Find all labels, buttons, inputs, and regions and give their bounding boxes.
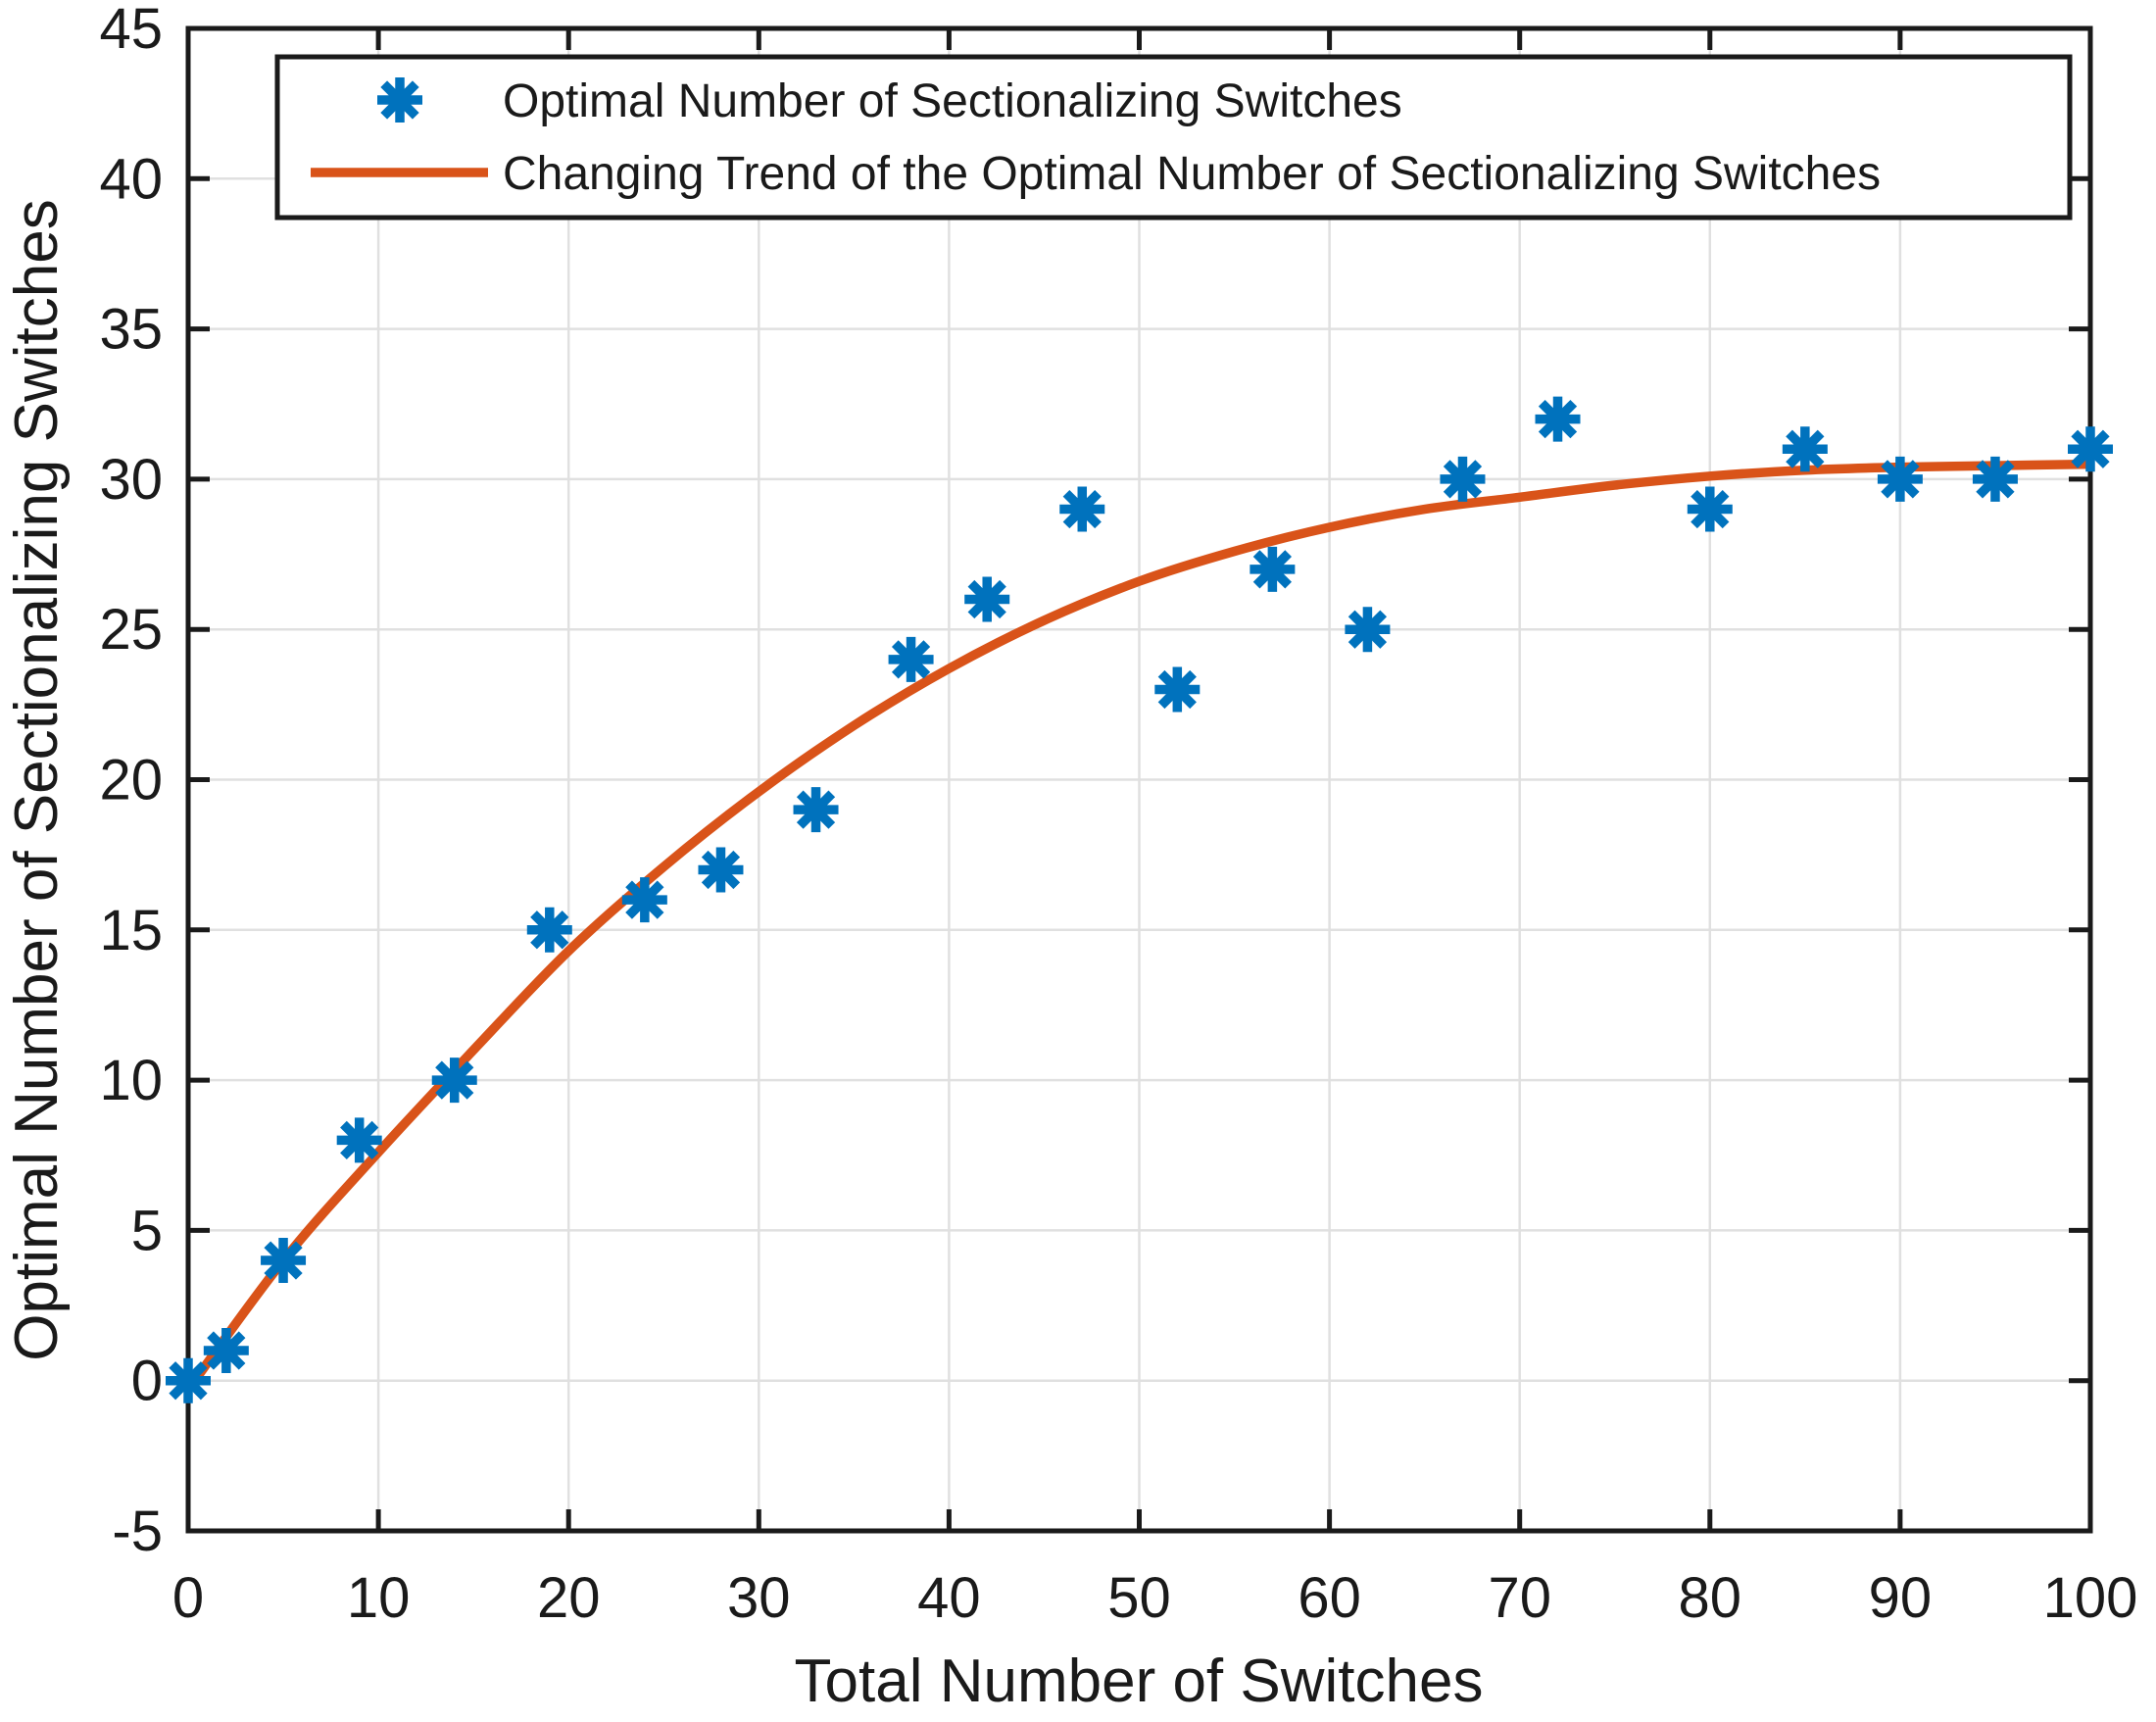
x-tick-label: 30 — [727, 1566, 791, 1630]
scatter-point-marker — [1154, 666, 1200, 713]
x-tick-label: 60 — [1298, 1566, 1361, 1630]
y-tick-label: 5 — [131, 1199, 163, 1262]
x-tick-label: 0 — [172, 1566, 204, 1630]
x-tick-label: 90 — [1869, 1566, 1933, 1630]
legend-box — [274, 54, 2073, 221]
scatter-point-marker — [621, 877, 667, 923]
asterisk-arm — [169, 1361, 208, 1401]
asterisk-arm — [1443, 460, 1483, 499]
y-tick-label: -5 — [112, 1500, 163, 1563]
axes-layer — [185, 25, 2093, 1534]
scatter-point-marker — [1877, 456, 1923, 502]
x-axis-label: Total Number of Switches — [795, 1648, 1484, 1715]
scatter-point-marker — [1345, 607, 1391, 653]
x-tick-label: 100 — [2043, 1566, 2138, 1630]
asterisk-arm — [1538, 399, 1578, 439]
scatter-point-marker — [2068, 426, 2113, 472]
tick-label-layer: 0 10 20 30 40 50 60 70 80 90 100-50510152025303540… — [99, 0, 2137, 1630]
asterisk-arm — [1252, 550, 1292, 589]
scatter-point-marker — [888, 636, 934, 682]
x-tick-label: 80 — [1679, 1566, 1742, 1630]
y-tick-label: 0 — [131, 1350, 163, 1413]
scatter-point-marker — [1250, 546, 1296, 592]
scatter-point-marker — [793, 787, 839, 833]
x-tick-label: 10 — [347, 1566, 411, 1630]
legend-label-scatter: Optimal Number of Sectionalizing Switche… — [503, 75, 1402, 127]
scatter-point-marker — [203, 1328, 249, 1374]
scatter-point-marker — [526, 907, 572, 953]
y-tick-label: 35 — [99, 298, 163, 362]
trend-line-path — [184, 459, 2091, 1393]
legend-label-trend: Changing Trend of the Optimal Number of … — [503, 148, 1881, 200]
x-tick-label: 40 — [917, 1566, 981, 1630]
y-tick-label: 25 — [99, 598, 163, 662]
asterisk-arm — [1690, 489, 1730, 529]
x-tick-label: 50 — [1107, 1566, 1171, 1630]
asterisk-arm — [625, 880, 664, 919]
scatter-point-marker — [964, 576, 1010, 622]
scatter-point-marker — [1059, 486, 1105, 532]
asterisk-arm — [1786, 429, 1825, 468]
y-axis-label: Optimal Number of Sectionalizing Switche… — [3, 199, 71, 1360]
asterisk-arm — [340, 1120, 379, 1160]
asterisk-arm — [2071, 429, 2110, 468]
y-tick-label: 45 — [99, 0, 163, 61]
asterisk-arm — [207, 1331, 246, 1370]
data-layer — [166, 396, 2113, 1403]
scatter-point-marker — [1972, 456, 2018, 502]
y-tick-label: 30 — [99, 448, 163, 512]
asterisk-arm — [264, 1241, 303, 1280]
y-tick-label: 10 — [99, 1049, 163, 1112]
asterisk-arm — [435, 1060, 474, 1100]
scatter-point-marker — [698, 847, 744, 893]
scatter-point-marker — [1782, 426, 1828, 472]
scatter-point-marker — [1440, 456, 1486, 502]
scatter-point-marker — [336, 1117, 382, 1163]
asterisk-arm — [967, 579, 1006, 619]
x-tick-label: 70 — [1488, 1566, 1551, 1630]
asterisk-arm — [701, 850, 741, 890]
x-tick-label: 20 — [537, 1566, 601, 1630]
asterisk-arm — [891, 640, 931, 679]
scatter-point-marker — [1535, 396, 1581, 442]
asterisk-arm — [1881, 460, 1920, 499]
grid-layer — [186, 26, 2092, 1533]
asterisk-arm — [1157, 669, 1197, 710]
scatter-point-marker — [1687, 486, 1733, 532]
asterisk-marker-icon — [377, 77, 422, 123]
y-tick-label: 40 — [99, 147, 163, 211]
asterisk-arm — [796, 790, 836, 829]
scatter-point-marker — [431, 1058, 477, 1104]
y-tick-label: 15 — [99, 899, 163, 962]
asterisk-arm — [1062, 489, 1102, 529]
asterisk-arm — [530, 910, 569, 950]
asterisk-arm — [1348, 610, 1388, 649]
legend-item-scatter: Optimal Number of Sectionalizing Switche… — [377, 75, 1402, 127]
scatter-point-marker — [261, 1238, 307, 1284]
legend-item-trend: Changing Trend of the Optimal Number of … — [311, 148, 1881, 200]
legend: Optimal Number of Sectionalizing Switche… — [274, 54, 2073, 221]
scatter-point-marker — [166, 1357, 211, 1403]
y-tick-label: 20 — [99, 749, 163, 812]
asterisk-arm — [1976, 460, 2015, 499]
